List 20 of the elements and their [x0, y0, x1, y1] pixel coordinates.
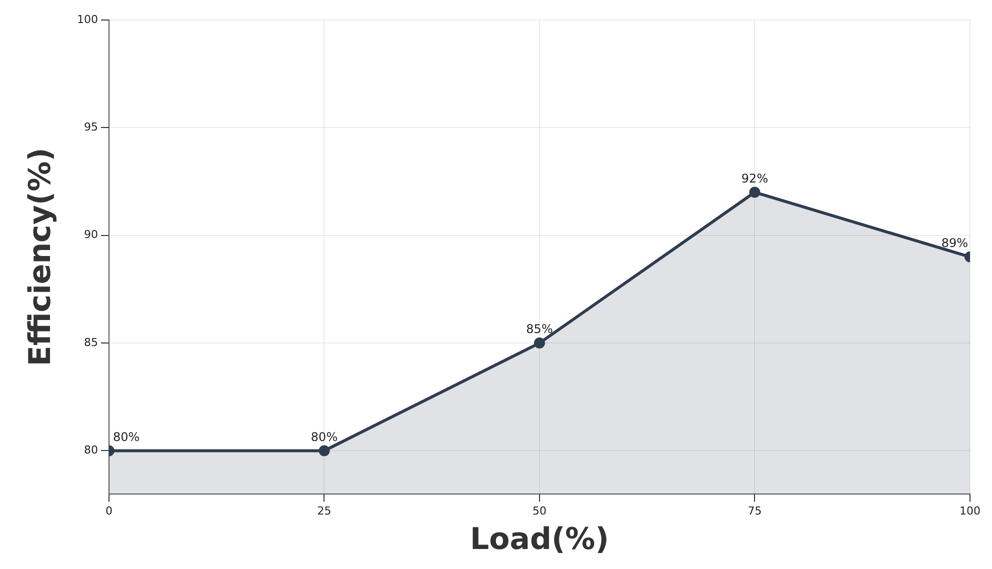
point [318, 445, 330, 456]
x-tick-label: 50 [532, 504, 546, 518]
point [749, 186, 760, 198]
x-tick-label: 25 [317, 504, 332, 518]
y-tick-label: 90 [84, 228, 98, 242]
x-tick-label: 100 [960, 504, 980, 518]
y-tick-label: 80 [84, 444, 98, 457]
data-label: 80% [310, 430, 338, 444]
x-tick-label: 75 [748, 504, 762, 518]
x-axis-title: Load(%) [470, 522, 609, 557]
data-label: 85% [526, 322, 553, 336]
y-tick-label: 100 [76, 12, 98, 26]
y-tick-label: 95 [84, 120, 98, 134]
data-label: 89% [941, 236, 968, 250]
data-label: 92% [741, 171, 768, 186]
point [534, 338, 545, 349]
y-tick-label: 85 [84, 336, 98, 349]
y-axis-title: Efficiency(%) [22, 148, 58, 366]
data-label: 80% [112, 430, 140, 444]
x-tick-label: 0 [105, 504, 112, 518]
